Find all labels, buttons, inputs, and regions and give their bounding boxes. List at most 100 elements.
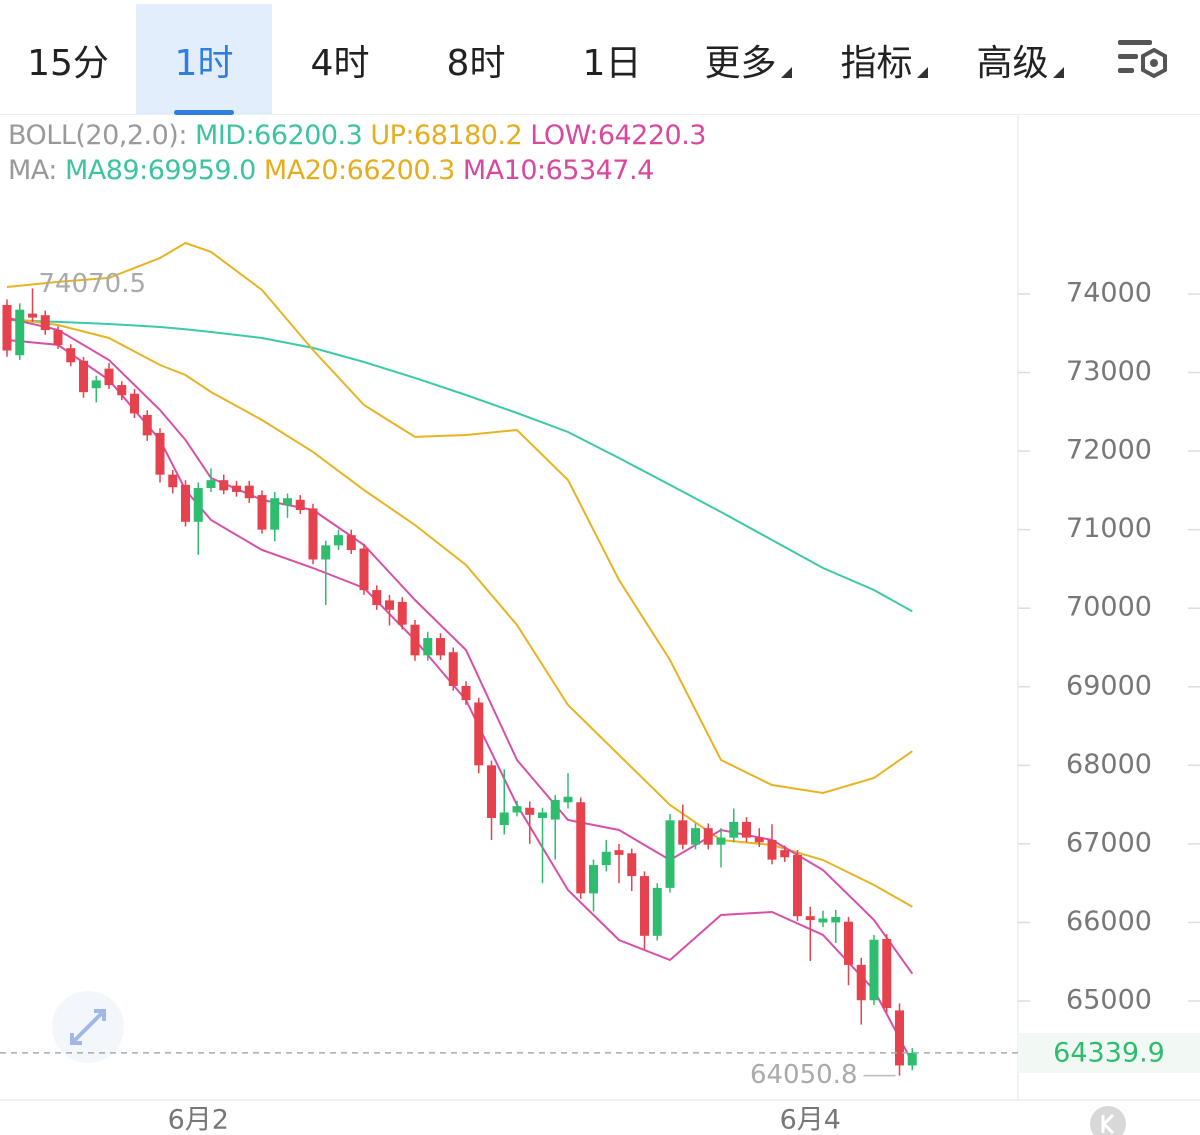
candle-body [436, 638, 445, 656]
y-tick-label: 68000 [1066, 749, 1152, 780]
tab[interactable]: 8时 [408, 4, 544, 115]
candle-body [691, 828, 700, 845]
legend-item: MA89:69959.0 [56, 155, 256, 186]
y-tick-label: 67000 [1066, 827, 1152, 858]
active-indicator [174, 110, 234, 115]
candle-body [257, 495, 267, 530]
candle-body [321, 545, 331, 560]
indicator-line [6, 319, 913, 613]
icon-bar [1118, 68, 1134, 73]
candle-body [703, 828, 713, 845]
timeframe-tabs: 15分 1时 4时 8时 1日 更多 指标 高级 [0, 0, 1200, 115]
tab[interactable]: 更多 [680, 4, 816, 115]
candle-body [359, 548, 369, 591]
candle-body [219, 480, 229, 491]
tab[interactable]: 4时 [272, 4, 408, 115]
candle-body [385, 600, 394, 610]
legend-item: LOW:64220.3 [522, 120, 706, 151]
y-tick-label: 74000 [1066, 277, 1152, 308]
candle-body [487, 765, 496, 818]
dropdown-caret [1052, 67, 1064, 78]
candle-body [66, 348, 76, 363]
candle-body [907, 1052, 917, 1066]
tab-label: 高级 [976, 42, 1049, 84]
icon-bar [1118, 40, 1152, 45]
y-tick-label: 66000 [1066, 906, 1152, 937]
candle-body [754, 837, 764, 843]
legend-item: MA10:65347.4 [454, 155, 654, 186]
candle-body [232, 485, 241, 492]
legend-row: MA: MA89:69959.0 MA20:66200.3 MA10:65347… [8, 153, 706, 188]
tab[interactable]: 1日 [544, 4, 680, 115]
expand-arrow [70, 1009, 106, 1045]
icon-dot [1150, 59, 1158, 67]
candle-body [525, 807, 535, 815]
candle-body [397, 601, 407, 625]
candle-body [640, 876, 649, 936]
y-tick-label: 72000 [1066, 435, 1152, 466]
indicator-legend: BOLL(20,2.0): MID:66200.3 UP:68180.2 LOW… [8, 118, 706, 188]
legend-item: MID:66200.3 [186, 120, 363, 151]
min-price-label: 64050.8 [750, 1060, 858, 1090]
candle-body [117, 385, 127, 396]
candle-body [652, 887, 662, 936]
candle-body [461, 685, 471, 701]
candle-body [181, 484, 190, 522]
tab-label: 4时 [310, 42, 370, 84]
candle-body [308, 508, 318, 560]
tab[interactable]: 15分 [0, 4, 136, 115]
legend-item: UP:68180.2 [362, 120, 523, 151]
candle-body [91, 380, 101, 389]
k-glyph [1101, 1113, 1115, 1135]
y-tick-label: 71000 [1066, 513, 1152, 544]
expand-button[interactable] [52, 991, 124, 1063]
candle-body [104, 368, 114, 386]
indicator-lines [6, 241, 914, 1063]
candle-body [474, 702, 484, 766]
candle-body [742, 821, 751, 838]
y-tick-label: 73000 [1066, 356, 1152, 387]
indicator-line [6, 339, 914, 1063]
candle-body [678, 820, 688, 845]
candle-body [780, 850, 790, 858]
indicator-line [6, 317, 913, 908]
candle-body [538, 812, 547, 818]
tab[interactable]: 指标 [816, 4, 952, 115]
candle-body [716, 837, 726, 845]
candle-body [142, 414, 152, 436]
candle-body [423, 638, 433, 656]
k-button[interactable] [1090, 1106, 1126, 1135]
candle-body [563, 796, 573, 803]
icon-hex [1141, 47, 1167, 79]
settings-icon[interactable] [1118, 40, 1167, 79]
dropdown-caret [780, 67, 792, 78]
candle-body [499, 812, 509, 826]
dropdown-caret [916, 67, 928, 78]
tab-label: 更多 [704, 42, 777, 84]
y-tick-label: 65000 [1066, 985, 1152, 1016]
candle-body [818, 918, 828, 923]
candle-body [372, 590, 382, 606]
tab-label: 指标 [840, 42, 913, 84]
candle-body [767, 839, 777, 860]
candle-body [15, 309, 25, 356]
legend-item: MA20:66200.3 [255, 155, 455, 186]
candle-body [793, 854, 802, 917]
candle-body [28, 313, 37, 318]
indicator-line [6, 241, 913, 795]
max-price-label: 74070.5 [39, 269, 147, 299]
candle-body [882, 938, 892, 1009]
candle-body [283, 498, 292, 506]
candle-body [2, 304, 12, 351]
candle-body [627, 853, 637, 877]
tab[interactable]: 1时 [136, 4, 272, 115]
y-tick-label: 70000 [1066, 592, 1152, 623]
x-tick-label: 6月2 [168, 1105, 229, 1135]
x-tick-label: 6月4 [780, 1105, 841, 1135]
tab[interactable]: 高级 [952, 4, 1088, 115]
last-price-label: 64339.9 [1053, 1037, 1165, 1068]
legend-item: MA: [8, 155, 57, 186]
candle-body [589, 865, 598, 894]
